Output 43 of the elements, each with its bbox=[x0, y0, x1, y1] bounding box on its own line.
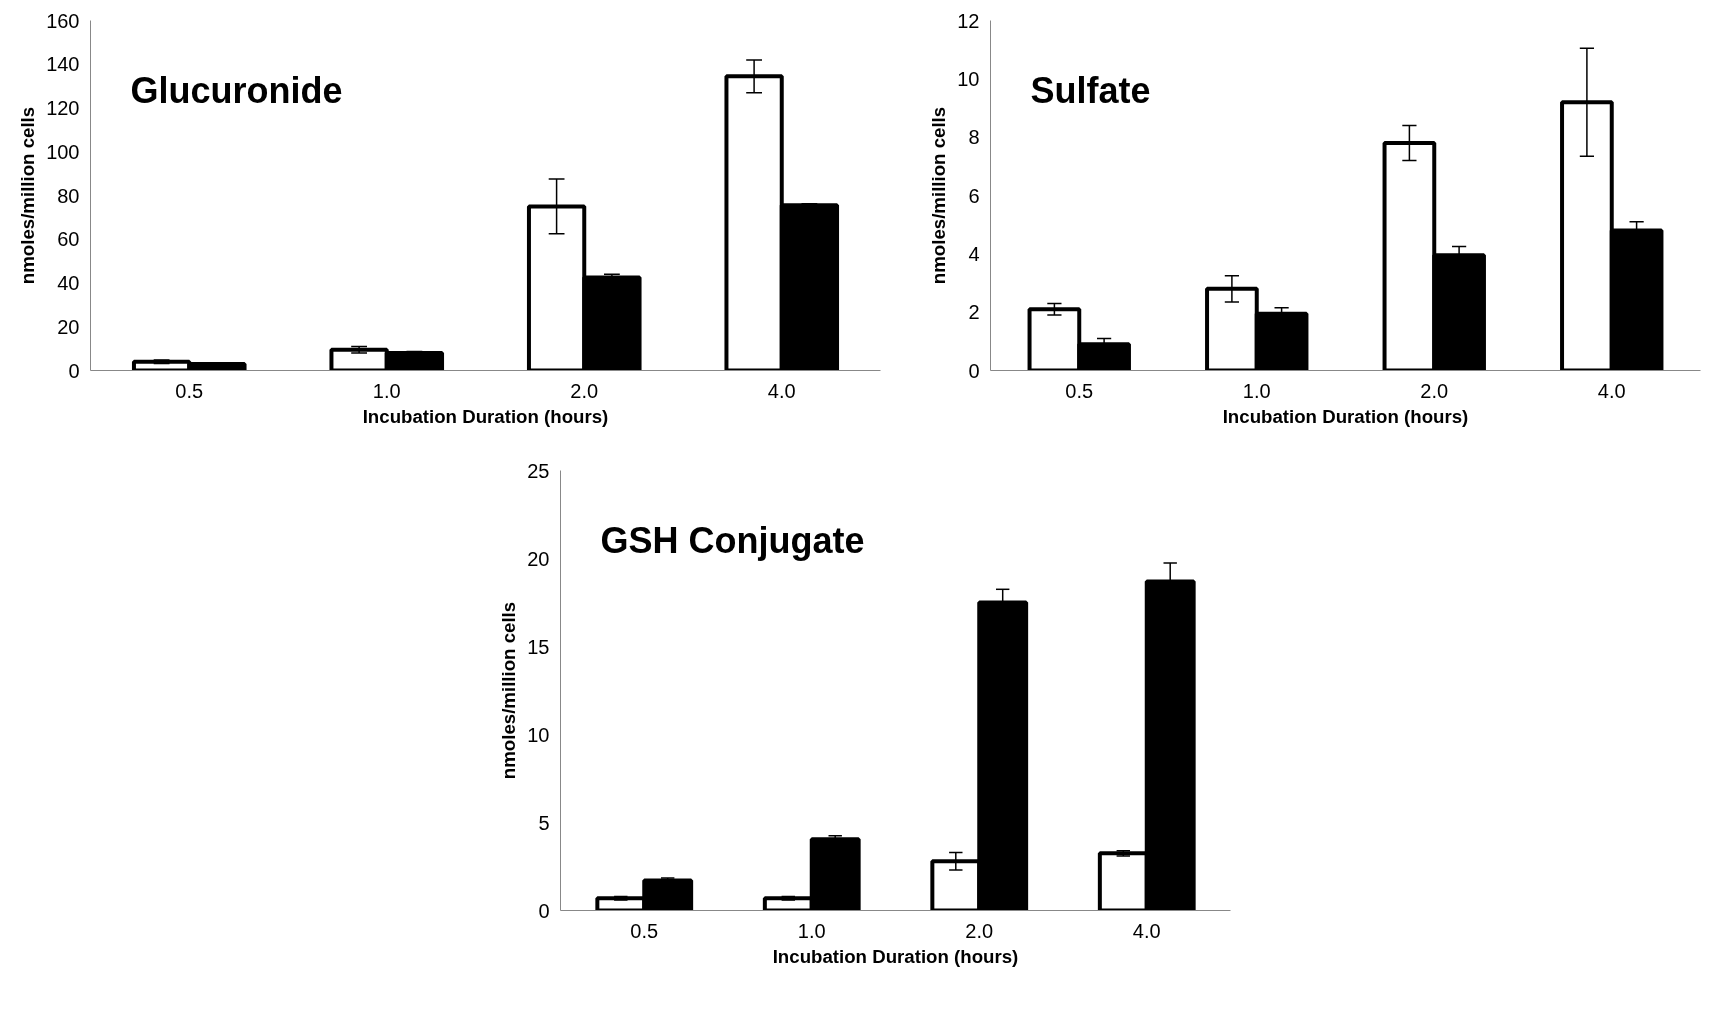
x-axis-title: Incubation Duration (hours) bbox=[772, 945, 1019, 967]
y-tick-label: 20 bbox=[527, 547, 550, 570]
x-tick-label: 4.0 bbox=[1132, 919, 1161, 942]
text: GSH Conjugate bbox=[600, 519, 865, 561]
x-tick-label: 1.0 bbox=[372, 379, 401, 402]
y-axis-title: nmoles/million cells bbox=[17, 106, 39, 285]
y-tick-label: 0 bbox=[538, 899, 550, 922]
x-axis-title: Incubation Duration (hours) bbox=[362, 405, 609, 427]
y-tick-label: 15 bbox=[527, 635, 550, 658]
x-axis-title: Incubation Duration (hours) bbox=[1222, 405, 1469, 427]
y-axis-title: nmoles/million cells bbox=[498, 601, 520, 780]
text: Sulfate bbox=[1030, 69, 1151, 111]
y-tick-label: 80 bbox=[57, 184, 80, 207]
y-tick-label: 160 bbox=[46, 9, 80, 32]
x-tick-label: 4.0 bbox=[1597, 379, 1626, 402]
y-tick-label: 25 bbox=[527, 459, 550, 482]
x-tick-label: 1.0 bbox=[797, 919, 826, 942]
text: Glucuronide bbox=[130, 69, 343, 111]
y-tick-label: 6 bbox=[968, 184, 980, 207]
y-tick-label: 2 bbox=[968, 301, 980, 324]
y-tick-label: 4 bbox=[968, 242, 980, 265]
x-tick-label: 0.5 bbox=[630, 919, 659, 942]
y-tick-label: 10 bbox=[957, 67, 980, 90]
y-tick-label: 20 bbox=[57, 315, 80, 338]
x-tick-label: 2.0 bbox=[1420, 379, 1449, 402]
x-tick-label: 2.0 bbox=[965, 919, 994, 942]
y-tick-label: 120 bbox=[46, 97, 80, 119]
y-tick-label: 100 bbox=[46, 140, 80, 163]
y-tick-label: 12 bbox=[957, 9, 980, 32]
x-tick-label: 1.0 bbox=[1242, 379, 1271, 402]
y-tick-label: 140 bbox=[46, 53, 80, 76]
y-tick-label: 40 bbox=[57, 272, 80, 294]
x-tick-label: 4.0 bbox=[767, 379, 796, 402]
x-tick-label: 0.5 bbox=[175, 379, 204, 402]
y-tick-label: 0 bbox=[68, 359, 80, 382]
y-tick-label: 0 bbox=[968, 359, 980, 382]
x-tick-label: 2.0 bbox=[570, 379, 599, 402]
y-tick-label: 8 bbox=[968, 126, 980, 149]
x-tick-label: 0.5 bbox=[1065, 379, 1094, 402]
y-tick-label: 5 bbox=[538, 811, 550, 834]
y-tick-label: 10 bbox=[527, 723, 550, 746]
y-tick-label: 60 bbox=[57, 228, 80, 251]
y-axis-title: nmoles/million cells bbox=[928, 106, 950, 285]
